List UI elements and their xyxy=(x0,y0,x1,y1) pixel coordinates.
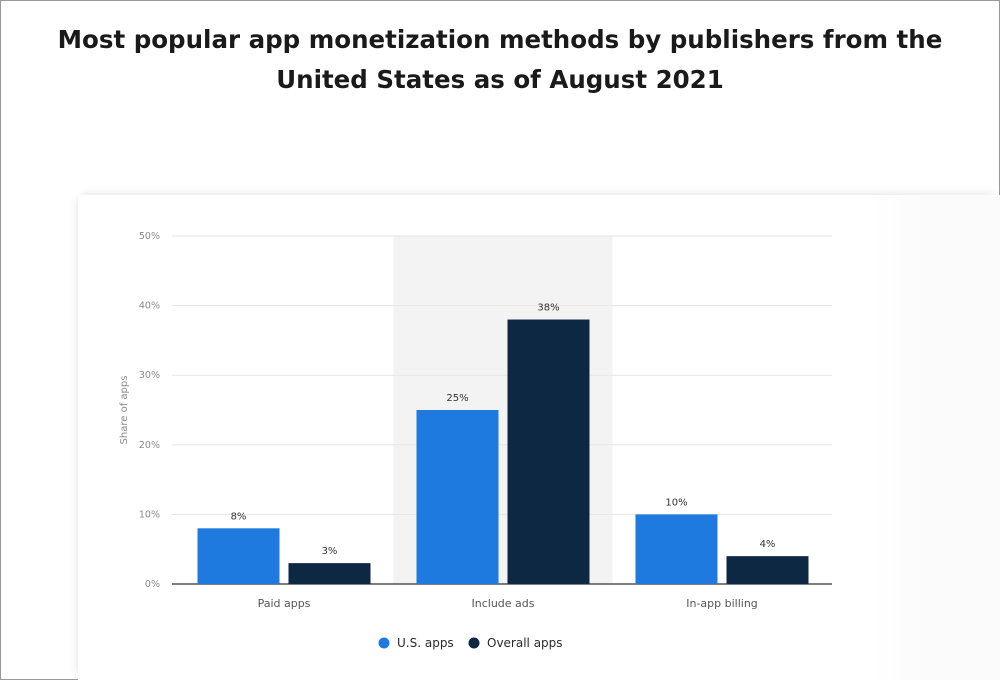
data-label: 3% xyxy=(322,546,338,557)
y-tick-label: 50% xyxy=(139,231,160,242)
y-tick-label: 40% xyxy=(139,301,160,312)
data-label: 38% xyxy=(537,303,559,314)
chart-title-line-2: United States as of August 2021 xyxy=(276,65,724,94)
x-tick-label: Paid apps xyxy=(258,597,311,610)
y-axis-label: Share of apps xyxy=(119,376,130,445)
x-tick-label: Include ads xyxy=(472,597,535,610)
y-tick-label: 0% xyxy=(145,579,160,590)
chart-title: Most popular app monetization methods by… xyxy=(0,20,1000,100)
data-label: 4% xyxy=(760,539,776,550)
bar xyxy=(726,556,809,584)
data-label: 8% xyxy=(231,511,247,522)
y-tick-label: 10% xyxy=(139,509,160,520)
chart-panel-edge xyxy=(873,195,1000,680)
data-label: 10% xyxy=(665,497,687,508)
bar xyxy=(635,514,718,584)
legend-label: U.S. apps xyxy=(397,636,454,650)
legend-marker xyxy=(378,637,390,649)
x-tick-label: In-app billing xyxy=(686,597,758,610)
bar xyxy=(288,563,371,584)
y-tick-label: 30% xyxy=(139,370,160,381)
bar xyxy=(197,528,280,584)
bar xyxy=(416,410,499,584)
chart-title-line-1: Most popular app monetization methods by… xyxy=(57,25,943,54)
y-tick-label: 20% xyxy=(139,440,160,451)
legend-marker xyxy=(468,637,480,649)
legend-label: Overall apps xyxy=(487,636,563,650)
data-label: 25% xyxy=(446,393,468,404)
bar xyxy=(507,319,590,584)
